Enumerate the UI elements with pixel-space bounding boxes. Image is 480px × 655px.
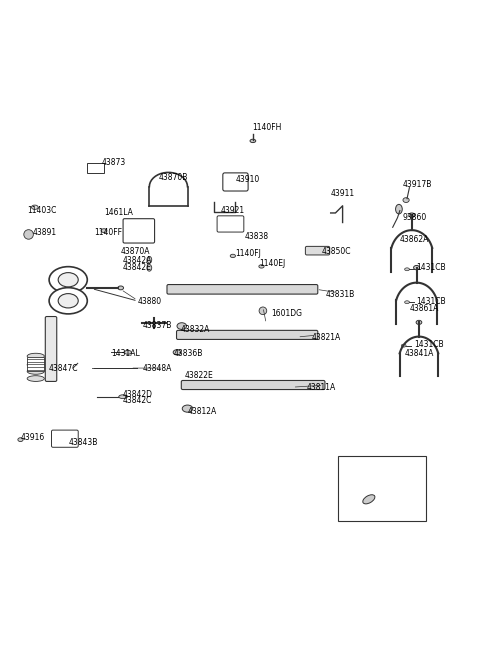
Text: 43911: 43911: [331, 189, 355, 198]
Ellipse shape: [182, 405, 193, 412]
FancyBboxPatch shape: [177, 330, 318, 339]
Text: 43870A: 43870A: [120, 247, 150, 255]
Ellipse shape: [401, 345, 406, 347]
Text: 43837B: 43837B: [142, 320, 171, 329]
Text: 43917B: 43917B: [402, 180, 432, 189]
Ellipse shape: [147, 265, 152, 271]
Text: 43842D: 43842D: [123, 390, 153, 399]
Text: 43873: 43873: [102, 159, 126, 168]
Text: 43870B: 43870B: [159, 173, 188, 181]
Text: 43836B: 43836B: [173, 349, 203, 358]
Text: 1140FH: 1140FH: [252, 122, 281, 132]
Ellipse shape: [259, 265, 264, 268]
Text: 1461LA: 1461LA: [104, 208, 133, 217]
Ellipse shape: [409, 213, 415, 217]
Circle shape: [24, 230, 34, 239]
Text: 43848A: 43848A: [142, 364, 171, 373]
Text: 43891: 43891: [33, 227, 57, 236]
FancyBboxPatch shape: [217, 216, 244, 232]
Circle shape: [259, 307, 267, 314]
Text: 1431CB: 1431CB: [414, 340, 444, 348]
Text: 43916: 43916: [21, 433, 45, 441]
Text: 43831B: 43831B: [326, 290, 355, 299]
FancyBboxPatch shape: [27, 357, 44, 371]
Ellipse shape: [147, 256, 152, 263]
Text: 43880: 43880: [137, 297, 162, 306]
Ellipse shape: [119, 395, 127, 399]
Ellipse shape: [250, 140, 256, 143]
Text: 1140EJ: 1140EJ: [259, 259, 285, 268]
Text: 1431AL: 1431AL: [111, 349, 140, 358]
FancyBboxPatch shape: [123, 219, 155, 243]
Ellipse shape: [396, 204, 402, 214]
Ellipse shape: [414, 265, 420, 270]
Text: 43832A: 43832A: [180, 326, 210, 335]
Ellipse shape: [27, 376, 44, 381]
Ellipse shape: [405, 268, 409, 271]
Text: 1431CC: 1431CC: [383, 465, 413, 474]
Text: 43862A: 43862A: [400, 234, 429, 244]
FancyBboxPatch shape: [167, 284, 318, 294]
Text: 43841A: 43841A: [405, 349, 434, 358]
Ellipse shape: [58, 272, 78, 287]
Text: 43842A: 43842A: [123, 256, 153, 265]
Text: 93860: 93860: [402, 214, 427, 222]
Ellipse shape: [118, 286, 123, 290]
Ellipse shape: [32, 205, 38, 210]
FancyBboxPatch shape: [305, 246, 330, 255]
Ellipse shape: [101, 229, 107, 233]
Ellipse shape: [416, 320, 422, 324]
FancyBboxPatch shape: [45, 316, 57, 381]
Text: 1601DG: 1601DG: [271, 309, 302, 318]
FancyBboxPatch shape: [51, 430, 78, 447]
Text: 43821A: 43821A: [312, 333, 341, 341]
Ellipse shape: [403, 198, 409, 202]
Ellipse shape: [49, 288, 87, 314]
Text: 43921: 43921: [221, 206, 245, 215]
Ellipse shape: [177, 323, 187, 329]
Text: 43847C: 43847C: [49, 364, 79, 373]
Text: 1140FJ: 1140FJ: [235, 249, 261, 258]
FancyBboxPatch shape: [181, 381, 325, 390]
Ellipse shape: [405, 301, 409, 304]
Ellipse shape: [173, 350, 181, 355]
Text: 43812A: 43812A: [188, 407, 217, 415]
Ellipse shape: [363, 495, 375, 504]
FancyBboxPatch shape: [338, 457, 426, 521]
Text: 1140FF: 1140FF: [95, 227, 122, 236]
Ellipse shape: [230, 254, 236, 257]
Text: 43910: 43910: [235, 175, 260, 184]
FancyBboxPatch shape: [223, 173, 248, 191]
FancyBboxPatch shape: [87, 163, 104, 174]
Text: 43861A: 43861A: [409, 304, 439, 313]
Text: 43850C: 43850C: [321, 247, 350, 255]
Ellipse shape: [58, 293, 78, 308]
Text: 43838: 43838: [245, 233, 269, 241]
Text: 43843B: 43843B: [68, 438, 97, 447]
Text: 1431CB: 1431CB: [417, 297, 446, 306]
Ellipse shape: [18, 438, 23, 441]
Text: 43842C: 43842C: [123, 396, 153, 405]
Text: 43842E: 43842E: [123, 263, 152, 272]
Text: 11403C: 11403C: [28, 206, 57, 215]
Text: 43822E: 43822E: [185, 371, 214, 380]
Ellipse shape: [27, 362, 44, 367]
Ellipse shape: [49, 267, 87, 293]
Ellipse shape: [27, 353, 44, 359]
Ellipse shape: [124, 350, 132, 354]
Text: 1431CB: 1431CB: [417, 263, 446, 272]
Ellipse shape: [27, 369, 44, 374]
Text: 43811A: 43811A: [307, 383, 336, 392]
